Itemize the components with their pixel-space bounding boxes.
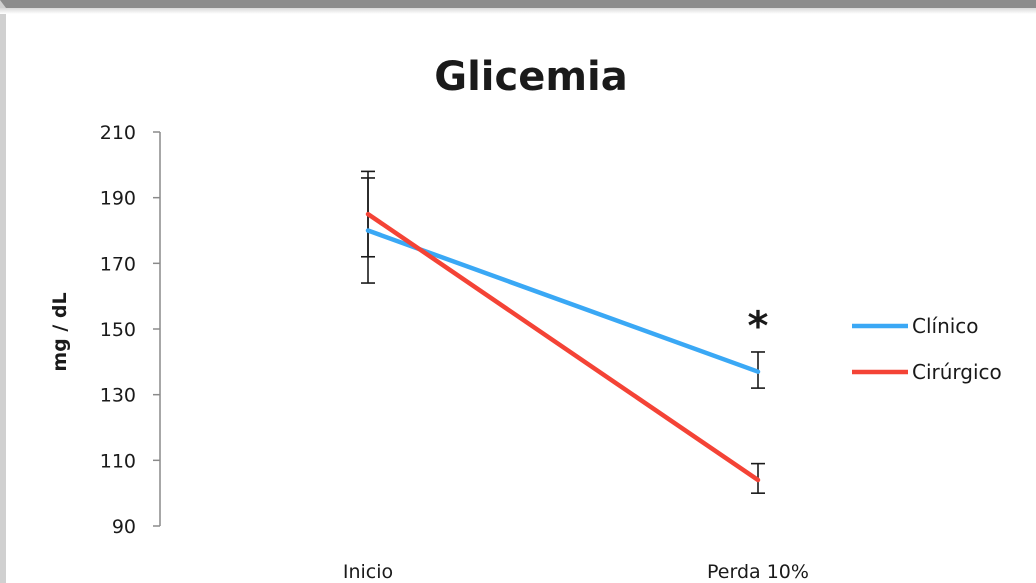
y-tick-label: 130 [100, 385, 136, 407]
y-tick-label: 190 [100, 188, 136, 210]
legend-label: Cirúrgico [912, 360, 1002, 384]
series-line-cirurgico [365, 211, 761, 483]
x-tick-label: Perda 10% [707, 561, 809, 583]
legend-label: Clínico [912, 314, 979, 338]
y-tick-label: 170 [100, 253, 136, 275]
chart-title: Glicemia [434, 54, 627, 100]
series-line-clinico [365, 228, 761, 374]
annotation-layer: * [748, 304, 769, 350]
axis-layer: 90 110 130 150 170 190 210 Inicio Perda 10% [100, 122, 809, 583]
y-tick-label: 150 [100, 319, 136, 341]
y-axis-label: mg / dL [49, 292, 71, 371]
y-tick-label: 110 [100, 450, 136, 472]
x-tick-label: Inicio [343, 561, 393, 583]
y-tick-label: 210 [100, 122, 136, 144]
frame-shadow [0, 8, 1036, 14]
y-tick-label: 90 [112, 516, 136, 538]
significance-asterisk: * [748, 304, 769, 350]
legend: Clínico Cirúrgico [852, 314, 1002, 384]
series-layer [365, 211, 761, 483]
